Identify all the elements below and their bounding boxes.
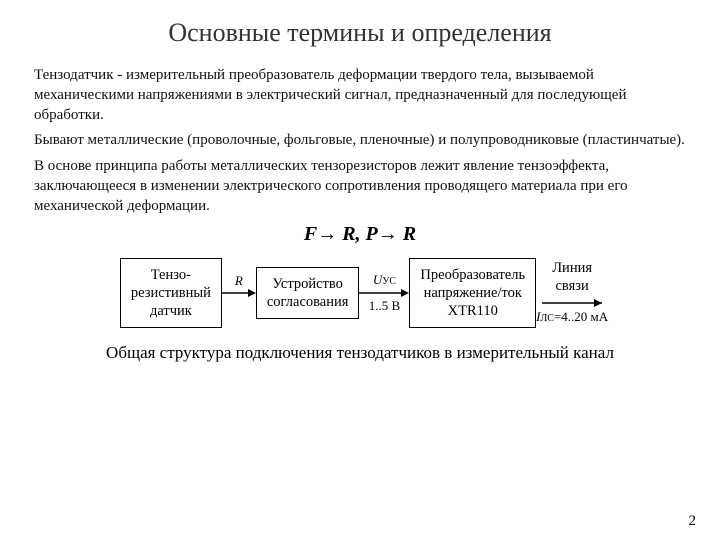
output-top-label: Линия связи — [552, 260, 592, 295]
page-title: Основные термины и определения — [34, 18, 686, 48]
node-sensor: Тензо- резистивный датчик — [120, 258, 222, 328]
arrow-2: UУС 1..5 В — [359, 273, 409, 312]
block-diagram: Тензо- резистивный датчик R Устройство с… — [34, 258, 694, 328]
output-bot-sub: ЛС — [540, 313, 553, 324]
paragraph-1: Тензодатчик - измерительный преобразоват… — [34, 66, 686, 125]
arrow-1-label: R — [235, 273, 243, 288]
output-column: Линия связи IЛС=4..20 мА — [536, 260, 608, 325]
page-number: 2 — [689, 513, 697, 530]
paragraph-3: В основе принципа работы металлических т… — [34, 157, 686, 216]
arrow-2-label-bottom: 1..5 В — [369, 299, 400, 312]
node-match: Устройство согласования — [256, 267, 360, 319]
arrow-1: R — [222, 274, 256, 312]
arrow-2-label-main: U — [373, 272, 382, 287]
paragraph-2: Бывают металлические (проволочные, фольг… — [34, 131, 686, 151]
output-bot-val: =4..20 мА — [554, 309, 608, 324]
diagram-caption: Общая структура подключения тензодатчико… — [74, 342, 646, 364]
formula: F→ R, P→ R — [34, 223, 686, 246]
node-converter: Преобразователь напряжение/ток XTR110 — [409, 258, 536, 328]
arrow-2-label-sub: УС — [382, 276, 396, 287]
